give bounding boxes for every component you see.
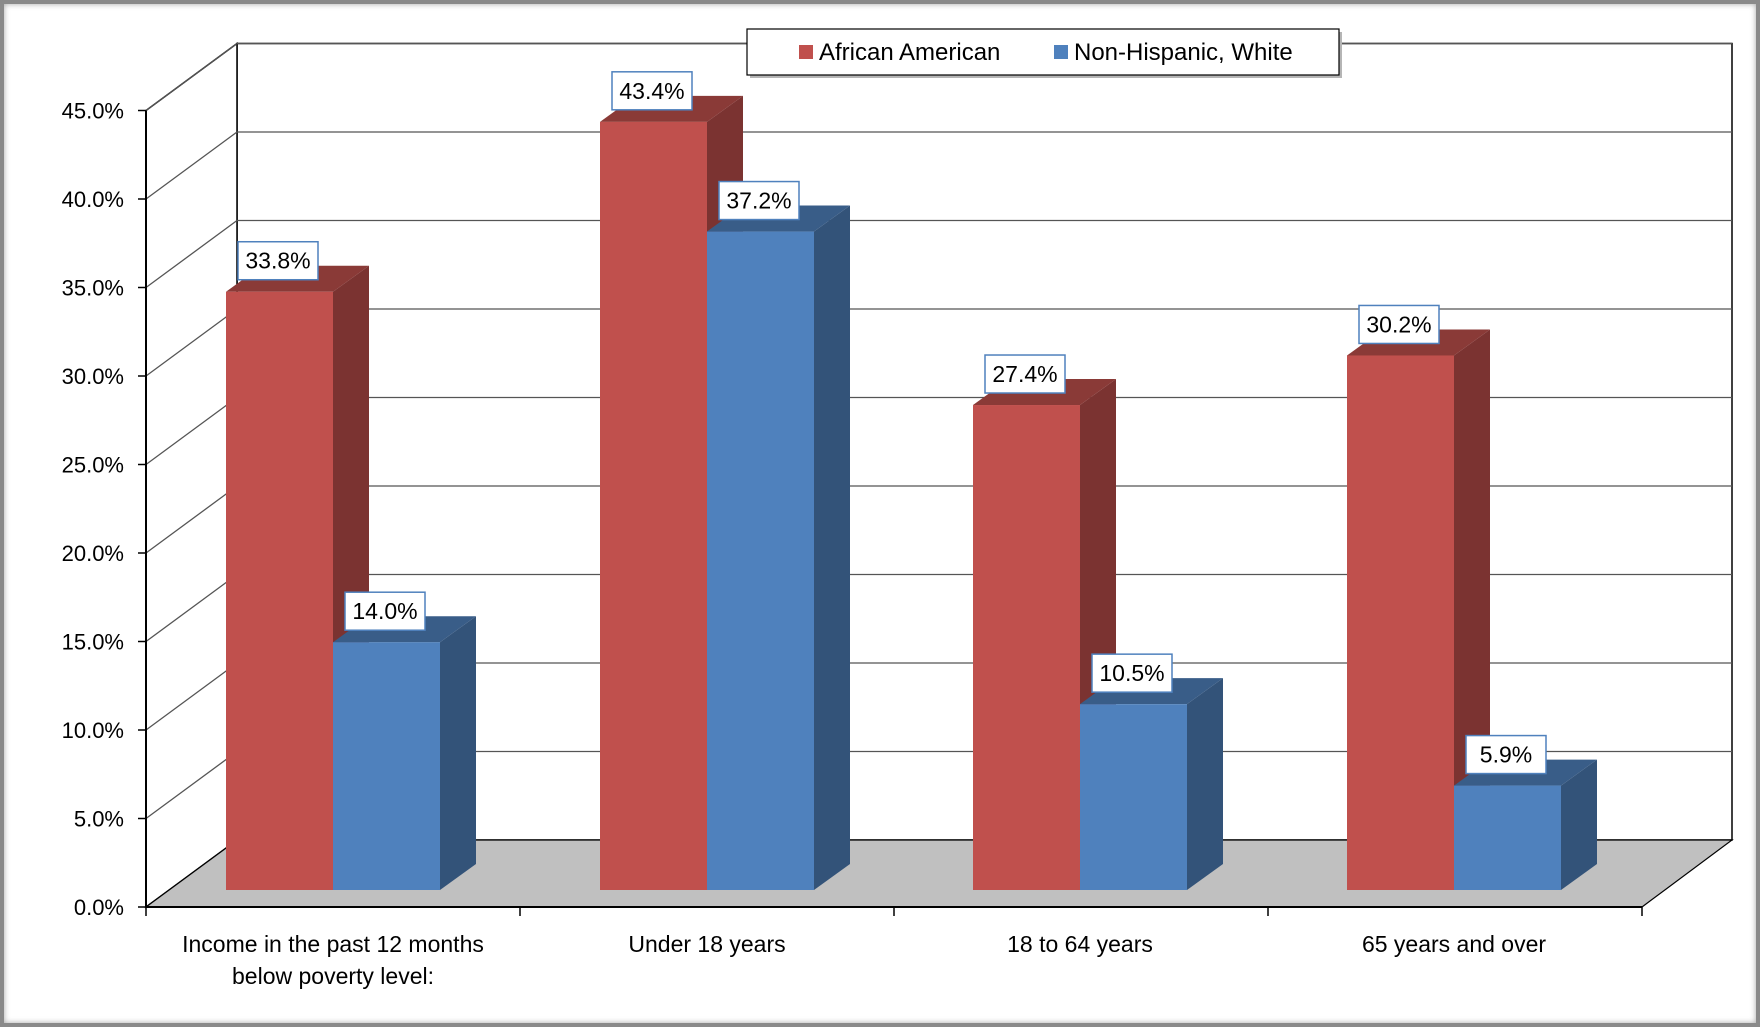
data-label-box <box>237 240 319 281</box>
category-label: below poverty level: <box>232 963 434 989</box>
bar-side <box>1561 759 1597 890</box>
data-label: 5.9% <box>1480 742 1532 768</box>
bar-front <box>1454 785 1561 890</box>
y-tick-label: 35.0% <box>62 276 124 301</box>
data-label: 37.2% <box>726 188 791 214</box>
data-label-box <box>1465 734 1547 775</box>
y-tick-label: 45.0% <box>62 99 124 124</box>
bar-front <box>973 405 1080 890</box>
bar-front <box>1347 355 1454 891</box>
data-label: 27.4% <box>992 361 1057 387</box>
gridline-side <box>145 662 238 731</box>
bar-non-hispanic-white <box>333 616 476 890</box>
bar-side <box>440 616 476 890</box>
bar-side <box>1187 678 1223 890</box>
data-label: 14.0% <box>352 598 417 624</box>
y-tick-label: 0.0% <box>74 895 124 920</box>
category-label: Under 18 years <box>628 931 785 957</box>
legend-swatch <box>799 45 813 59</box>
data-label-box <box>344 591 426 631</box>
y-tick-label: 40.0% <box>62 187 124 212</box>
data-label: 10.5% <box>1099 660 1164 686</box>
legend-swatch <box>1054 45 1068 59</box>
gridline-side <box>145 219 238 289</box>
data-label: 43.4% <box>619 78 684 104</box>
data-label: 33.8% <box>245 248 310 274</box>
bar-side <box>814 205 850 890</box>
category-label: 65 years and over <box>1362 931 1546 957</box>
data-label: 30.2% <box>1366 311 1431 337</box>
y-tick-label: 25.0% <box>62 453 124 478</box>
legend-label: African American <box>819 39 1000 66</box>
category-label: 18 to 64 years <box>1007 931 1153 957</box>
gridline-side <box>145 750 238 820</box>
category-label: Income in the past 12 months <box>182 931 484 957</box>
bar-non-hispanic-white <box>1454 759 1597 890</box>
bar-non-hispanic-white <box>707 205 850 890</box>
gridline-side <box>145 131 238 200</box>
y-tick-label: 15.0% <box>62 630 124 655</box>
y-tick-label: 30.0% <box>62 364 124 389</box>
side-wall <box>145 42 238 909</box>
gridline-side <box>145 396 238 466</box>
bar-front <box>333 642 440 890</box>
legend <box>746 28 1340 76</box>
y-tick-label: 5.0% <box>74 807 124 832</box>
bar-front <box>600 121 707 890</box>
bar-front <box>1080 704 1187 890</box>
bar-front <box>707 231 814 890</box>
y-tick-label: 10.0% <box>62 718 124 743</box>
bar-non-hispanic-white <box>1080 678 1223 890</box>
gridline-side <box>145 573 238 643</box>
data-label-box <box>611 71 693 111</box>
data-label-box <box>984 354 1066 394</box>
gridline-side <box>145 42 238 112</box>
bar-front <box>226 291 333 890</box>
data-label-box <box>718 180 800 221</box>
gridline-side <box>145 485 238 554</box>
data-label-box <box>1091 653 1173 693</box>
data-label-box <box>1358 304 1440 345</box>
legend-label: Non-Hispanic, White <box>1074 39 1293 66</box>
y-tick-label: 20.0% <box>62 541 124 566</box>
chart: 0.0% 5.0% 10.0% 15.0% 20.0% 25.0% 30.0% 35.0% 40… <box>62 28 1734 989</box>
gridline-side <box>145 308 238 377</box>
